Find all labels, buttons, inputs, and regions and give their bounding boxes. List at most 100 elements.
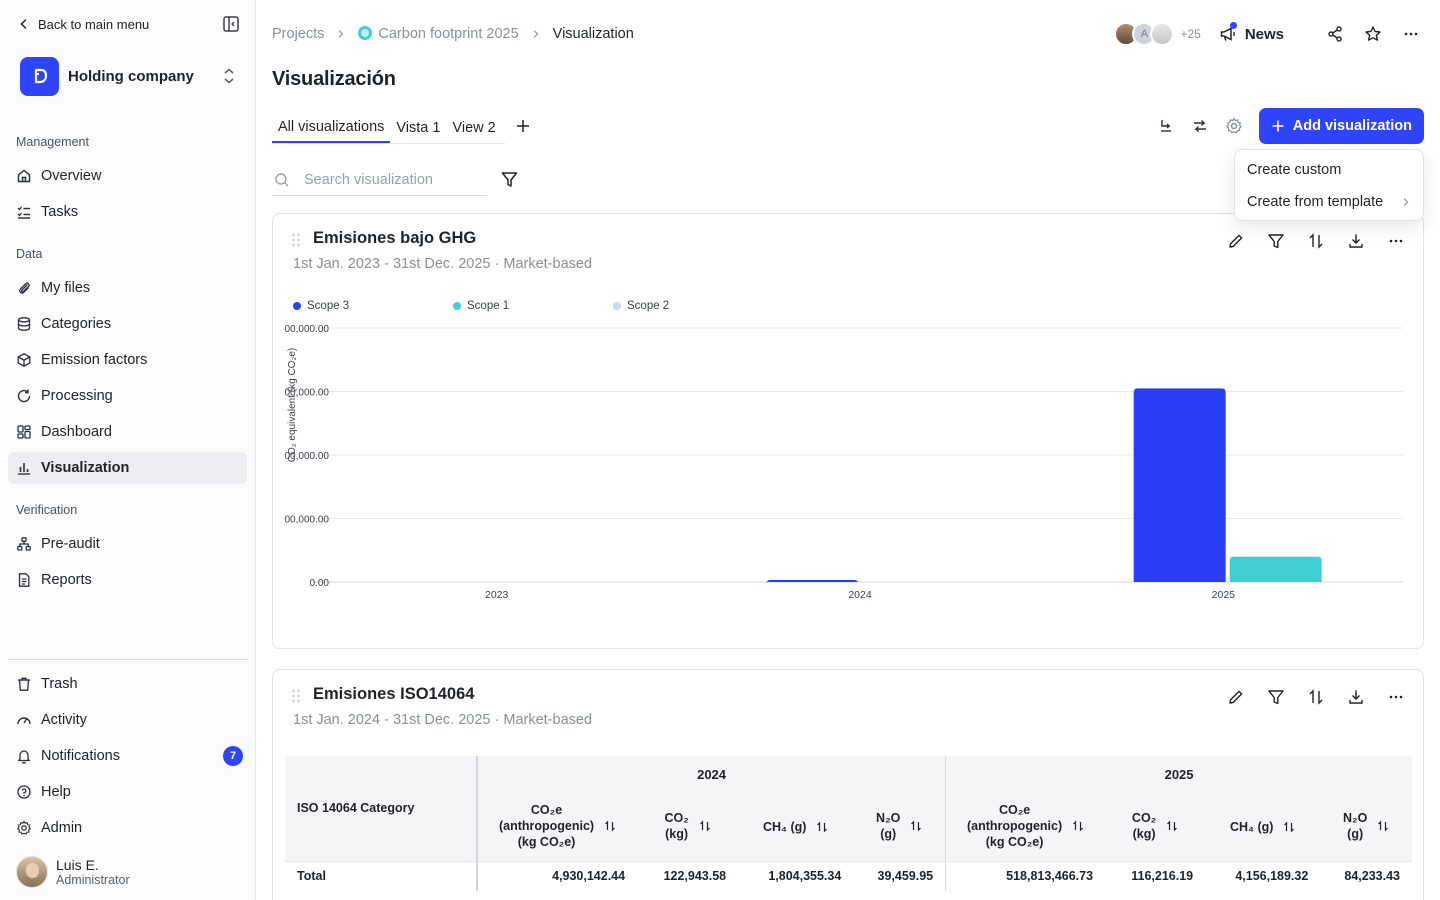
legend-item[interactable]: Scope 1 bbox=[453, 300, 613, 312]
bar-scope-3-2024[interactable] bbox=[766, 580, 859, 584]
download-icon[interactable] bbox=[1347, 688, 1365, 706]
more-horizontal-icon[interactable] bbox=[1387, 232, 1405, 250]
column-header[interactable]: CO₂e (anthropogenic) (kg CO₂e) bbox=[945, 792, 1106, 861]
bar-scope-3-2025[interactable] bbox=[1133, 388, 1226, 582]
sidebar-item-trash[interactable]: Trash bbox=[8, 668, 247, 700]
share-icon[interactable] bbox=[1326, 25, 1344, 43]
more-horizontal-icon[interactable] bbox=[1387, 688, 1405, 706]
legend-item[interactable]: Scope 2 bbox=[613, 300, 773, 312]
sort-icon[interactable] bbox=[1307, 688, 1325, 706]
sidebar-item-overview[interactable]: Overview bbox=[8, 160, 247, 192]
row-label: Total bbox=[285, 860, 478, 891]
sort-arrows-icon[interactable] bbox=[699, 820, 711, 832]
sidebar-item-reports[interactable]: Reports bbox=[8, 564, 247, 596]
user-profile[interactable]: Luis E. Administrator bbox=[16, 856, 130, 888]
edit-icon[interactable] bbox=[1227, 688, 1245, 706]
star-icon[interactable] bbox=[1364, 25, 1382, 43]
collapse-all-icon[interactable] bbox=[1157, 117, 1175, 135]
column-header[interactable]: CO₂e (anthropogenic) (kg CO₂e) bbox=[477, 792, 638, 861]
sort-arrows-icon[interactable] bbox=[604, 820, 616, 832]
column-header[interactable]: CH₄ (g) bbox=[738, 792, 854, 861]
sidebar-item-dashboard[interactable]: Dashboard bbox=[8, 416, 247, 448]
megaphone-icon bbox=[1220, 27, 1235, 41]
sort-arrows-icon[interactable] bbox=[1377, 820, 1389, 832]
header-actions: A +25 News bbox=[1114, 20, 1420, 48]
sort-arrows-icon[interactable] bbox=[1283, 821, 1295, 833]
breadcrumb-project[interactable]: Carbon footprint 2025 bbox=[358, 26, 519, 42]
menu-item-create-custom[interactable]: Create custom bbox=[1235, 154, 1423, 186]
sidebar-item-label: Activity bbox=[41, 712, 87, 728]
settings-icon[interactable] bbox=[1225, 117, 1243, 135]
sidebar-item-help[interactable]: Help bbox=[8, 776, 247, 808]
sidebar-item-my-files[interactable]: My files bbox=[8, 272, 247, 304]
search-input[interactable] bbox=[304, 171, 474, 188]
menu-item-create-from-template[interactable]: Create from template bbox=[1235, 186, 1423, 218]
column-header[interactable]: N₂O (g) bbox=[1320, 792, 1412, 861]
sort-arrows-icon[interactable] bbox=[1166, 820, 1178, 832]
column-header-label: N₂O (g) bbox=[876, 810, 900, 842]
column-header-line: (kg) bbox=[665, 827, 689, 842]
filter-icon[interactable] bbox=[1267, 688, 1285, 706]
column-header-line: CO₂ bbox=[664, 811, 689, 826]
sort-icon[interactable] bbox=[1307, 232, 1325, 250]
sidebar-item-categories[interactable]: Categories bbox=[8, 308, 247, 340]
add-visualization-button[interactable]: Add visualization bbox=[1258, 108, 1424, 144]
expand-all-icon[interactable] bbox=[1191, 117, 1209, 135]
category-column-header[interactable]: ISO 14064 Category bbox=[285, 756, 478, 861]
plus-icon bbox=[1272, 120, 1284, 132]
bar-scope-1-2025[interactable] bbox=[1229, 556, 1322, 582]
table-cell: 39,459.95 bbox=[853, 860, 946, 891]
add-visualization-label: Add visualization bbox=[1292, 118, 1412, 134]
drag-handle-icon[interactable] bbox=[291, 232, 301, 248]
column-header[interactable]: CH₄ (g) bbox=[1205, 792, 1321, 861]
sidebar-item-visualization[interactable]: Visualization bbox=[8, 452, 247, 484]
user-name: Luis E. bbox=[56, 857, 99, 873]
card-actions bbox=[1227, 232, 1405, 250]
x-tick-label: 2024 bbox=[848, 589, 872, 601]
sidebar-item-pre-audit[interactable]: Pre-audit bbox=[8, 528, 247, 560]
y-tick-label: 00,000.00 bbox=[285, 515, 330, 526]
collaborator-avatars[interactable]: A +25 bbox=[1114, 22, 1201, 46]
drag-handle-icon[interactable] bbox=[291, 688, 301, 704]
breadcrumb-projects[interactable]: Projects bbox=[272, 26, 325, 42]
tab-all-visualizations[interactable]: All visualizations bbox=[272, 112, 391, 143]
visualization-card-ghg: Emisiones bajo GHG 1st Jan. 2023 - 31st … bbox=[272, 213, 1424, 649]
sidebar-item-emission-factors[interactable]: Emission factors bbox=[8, 344, 247, 376]
legend-label: Scope 1 bbox=[467, 300, 510, 312]
org-switcher[interactable]: Holding company bbox=[20, 56, 242, 96]
sidebar-item-processing[interactable]: Processing bbox=[8, 380, 247, 412]
more-collaborators-count: +25 bbox=[1180, 27, 1201, 41]
sidebar-item-tasks[interactable]: Tasks bbox=[8, 196, 247, 228]
column-header-line: CH₄ (g) bbox=[1230, 819, 1274, 834]
sort-arrows-icon[interactable] bbox=[910, 820, 922, 832]
column-header[interactable]: CO₂ (kg) bbox=[637, 792, 739, 861]
filter-icon[interactable] bbox=[1267, 232, 1285, 250]
sort-arrows-icon[interactable] bbox=[1072, 820, 1084, 832]
collapse-sidebar-icon[interactable] bbox=[222, 15, 240, 33]
tab-view-2[interactable]: View 2 bbox=[452, 119, 496, 136]
column-header[interactable]: N₂O (g) bbox=[853, 792, 946, 861]
edit-icon[interactable] bbox=[1227, 232, 1245, 250]
column-header[interactable]: CO₂ (kg) bbox=[1105, 792, 1206, 861]
filter-icon[interactable] bbox=[500, 170, 519, 189]
news-button[interactable]: News bbox=[1219, 22, 1284, 43]
column-header-line: (g) bbox=[1347, 827, 1364, 842]
sort-arrows-icon[interactable] bbox=[816, 821, 828, 833]
section-data: Data bbox=[16, 247, 43, 261]
back-to-main-menu-link[interactable]: Back to main menu bbox=[18, 14, 149, 34]
tab-vista-1[interactable]: Vista 1 bbox=[396, 119, 441, 136]
menu-item-label: Create from template bbox=[1247, 194, 1384, 210]
sidebar-item-notifications[interactable]: Notifications 7 bbox=[8, 740, 247, 772]
sidebar-item-label: Trash bbox=[41, 676, 78, 692]
news-unread-dot bbox=[1229, 22, 1237, 29]
sidebar-item-activity[interactable]: Activity bbox=[8, 704, 247, 736]
sidebar-item-admin[interactable]: Admin bbox=[8, 812, 247, 844]
more-horizontal-icon[interactable] bbox=[1402, 25, 1420, 43]
checklist-icon bbox=[17, 206, 30, 219]
add-tab-icon[interactable] bbox=[514, 117, 532, 135]
table-row[interactable]: Total 4,930,142.44 122,943.58 1,804,355.34 3… bbox=[285, 860, 1412, 891]
download-icon[interactable] bbox=[1347, 232, 1365, 250]
y-tick-label: 0.00 bbox=[310, 578, 330, 589]
card-subtitle: 1st Jan. 2023 - 31st Dec. 2025 · Market-… bbox=[293, 256, 593, 272]
legend-item[interactable]: Scope 3 bbox=[293, 300, 453, 312]
